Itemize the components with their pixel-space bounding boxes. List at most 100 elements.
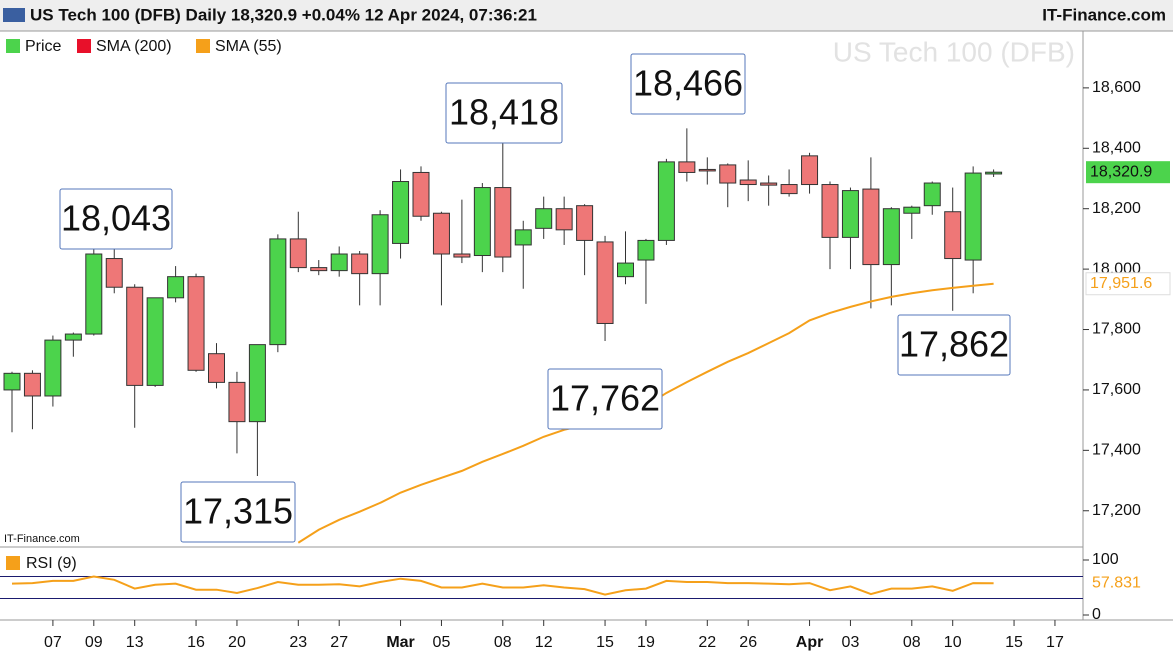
header-bar bbox=[0, 0, 1173, 31]
annotation-box bbox=[897, 314, 1011, 376]
legend-swatch bbox=[77, 39, 91, 53]
candle-body bbox=[719, 164, 737, 184]
x-tick-label: 05 bbox=[433, 634, 451, 651]
source: IT-Finance.com bbox=[4, 533, 80, 545]
header-title: US Tech 100 (DFB) Daily 18,320.9 +0.04% … bbox=[30, 5, 537, 24]
sma-label: 17,951.6 bbox=[1090, 275, 1152, 292]
candle-body bbox=[432, 212, 450, 255]
candle-body bbox=[208, 353, 225, 383]
legend-label: SMA (55) bbox=[215, 38, 282, 55]
rsi-line bbox=[11, 575, 994, 596]
y-tick-label: 17,800 bbox=[1092, 321, 1141, 338]
candle-body bbox=[473, 187, 491, 257]
annotation-label: 18,466 bbox=[633, 63, 743, 104]
candle-body bbox=[85, 253, 103, 335]
candle-body bbox=[248, 344, 266, 423]
legend-label: RSI (9) bbox=[26, 555, 77, 572]
candle-body bbox=[64, 333, 82, 341]
annotation-label: 17,862 bbox=[899, 324, 1009, 365]
candle-body bbox=[903, 206, 921, 214]
candle-body bbox=[412, 171, 430, 217]
annotation-box bbox=[547, 368, 663, 430]
x-tick-label: 12 bbox=[535, 634, 553, 651]
x-tick-label: 08 bbox=[494, 634, 512, 651]
candle-body bbox=[514, 229, 532, 246]
rsi-label-box bbox=[1086, 573, 1156, 594]
candle-body bbox=[862, 188, 880, 266]
candle-body bbox=[985, 171, 1003, 175]
x-tick-label: 15 bbox=[1005, 634, 1023, 651]
legend-label: Price bbox=[25, 38, 62, 55]
x-tick-label: 09 bbox=[85, 634, 103, 651]
candle-body bbox=[617, 262, 634, 278]
x-tick-label: 27 bbox=[330, 634, 348, 651]
x-tick-label: 19 bbox=[637, 634, 655, 651]
annotation-label: 18,418 bbox=[449, 92, 559, 133]
x-tick-label: 08 bbox=[903, 634, 921, 651]
x-tick-label: 03 bbox=[842, 634, 860, 651]
header-brand: IT-Finance.com bbox=[1042, 5, 1166, 24]
candle-body bbox=[821, 184, 839, 238]
candle-body bbox=[3, 372, 21, 391]
sma-label-box bbox=[1085, 272, 1171, 296]
candle-body bbox=[392, 181, 410, 244]
candle-body bbox=[167, 276, 185, 299]
rsi-label: 57.831 bbox=[1092, 574, 1141, 591]
candle-body bbox=[330, 253, 348, 272]
candle-body bbox=[760, 182, 778, 186]
annotation-label: 18,043 bbox=[61, 198, 171, 239]
annotation-box bbox=[630, 53, 746, 115]
x-tick-label: 22 bbox=[698, 634, 716, 651]
candle-body bbox=[269, 238, 287, 346]
candle-body bbox=[698, 168, 716, 172]
annotation-box bbox=[59, 188, 173, 250]
annotation-label: 17,762 bbox=[550, 378, 660, 419]
watermark: US Tech 100 (DFB) bbox=[833, 36, 1075, 67]
candle-body bbox=[494, 187, 512, 258]
candle-body bbox=[739, 179, 757, 186]
candle-body bbox=[105, 258, 123, 288]
candle-body bbox=[187, 276, 205, 371]
x-tick-label: 17 bbox=[1046, 634, 1064, 651]
candle-body bbox=[841, 190, 859, 238]
x-tick-label: Mar bbox=[386, 634, 414, 651]
x-tick-label: 26 bbox=[739, 634, 757, 651]
x-tick-label: Apr bbox=[796, 634, 824, 651]
price-label: 18,320.9 bbox=[1090, 163, 1152, 180]
candle-body bbox=[371, 214, 389, 275]
price-label-box bbox=[1086, 161, 1170, 184]
candle-body bbox=[228, 381, 246, 423]
y-tick-label: 17,400 bbox=[1092, 442, 1141, 459]
legend-bg bbox=[0, 33, 300, 59]
y-tick-label: 0 bbox=[1092, 606, 1101, 623]
y-tick-label: 18,400 bbox=[1092, 140, 1141, 157]
candle-body bbox=[576, 205, 594, 241]
candle-body bbox=[637, 239, 655, 261]
candle-body bbox=[964, 172, 982, 261]
legend-swatch bbox=[6, 556, 20, 570]
candle-body bbox=[289, 238, 307, 269]
legend-swatch bbox=[196, 39, 210, 53]
x-tick-label: 15 bbox=[596, 634, 614, 651]
y-tick-label: 18,200 bbox=[1092, 200, 1141, 217]
legend-label: SMA (200) bbox=[96, 38, 172, 55]
candle-body bbox=[555, 208, 573, 231]
candle-body bbox=[596, 241, 614, 324]
candle-body bbox=[146, 297, 164, 386]
x-tick-label: 23 bbox=[289, 634, 307, 651]
y-tick-label: 17,200 bbox=[1092, 502, 1141, 519]
candle-body bbox=[678, 161, 696, 173]
annotation-label: 17,315 bbox=[183, 491, 293, 532]
candle-body bbox=[944, 211, 962, 260]
y-tick-label: 17,600 bbox=[1092, 381, 1141, 398]
x-tick-label: 07 bbox=[44, 634, 62, 651]
annotation-box bbox=[180, 481, 296, 543]
y-tick-label: 100 bbox=[1092, 551, 1119, 568]
candle-body bbox=[780, 184, 798, 195]
candle-body bbox=[44, 339, 62, 397]
candle-body bbox=[923, 182, 941, 207]
candle-body bbox=[535, 208, 553, 229]
annotation-box bbox=[445, 82, 563, 144]
x-tick-label: 16 bbox=[187, 634, 205, 651]
